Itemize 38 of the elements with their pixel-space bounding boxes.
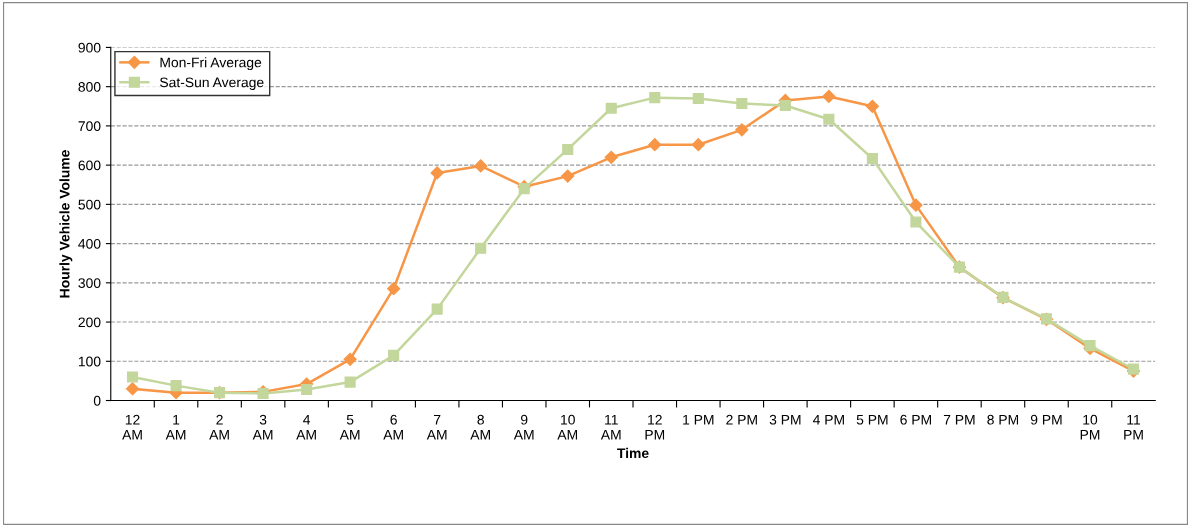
x-tick-label: 12 AM — [122, 414, 142, 440]
x-tick-label: 5 AM — [339, 414, 360, 440]
x-tick-label: 3 AM — [252, 414, 273, 440]
x-tick-label: 9 PM — [1030, 414, 1062, 425]
y-tick-label: 700 — [78, 121, 101, 132]
x-tick-label: 6 PM — [900, 414, 931, 425]
legend-label: Sat-Sun Average — [160, 77, 264, 90]
x-tick-label: 12 PM — [645, 414, 665, 440]
legend-label: Mon-Fri Average — [160, 57, 262, 71]
x-tick-label: 6 AM — [383, 414, 403, 440]
x-tick-label: 11 PM — [1124, 414, 1143, 440]
x-tick-label: 8 AM — [470, 414, 490, 440]
x-tick-label: 5 PM — [856, 414, 888, 425]
x-tick-label: 7 AM — [426, 414, 447, 440]
x-tick-label: 2 PM — [726, 414, 757, 425]
y-tick-label: 500 — [78, 199, 101, 210]
x-tick-label: 8 PM — [987, 414, 1019, 425]
x-tick-label: 11 AM — [600, 414, 621, 440]
x-tick-label: 10 AM — [557, 414, 578, 440]
y-tick-label: 200 — [78, 317, 101, 328]
x-tick-label: 7 PM — [943, 414, 975, 425]
x-axis-title: Time — [617, 447, 649, 459]
x-tick-label: 3 PM — [769, 414, 801, 425]
y-tick-label: 0 — [93, 395, 101, 406]
x-tick-label: 4 AM — [296, 414, 316, 440]
x-tick-label: 1 AM — [165, 414, 186, 440]
x-tick-label: 1 PM — [683, 414, 714, 425]
y-tick-label: 600 — [78, 160, 101, 171]
x-tick-label: 9 AM — [513, 414, 534, 440]
y-tick-label: 900 — [78, 42, 101, 53]
y-tick-label: 300 — [78, 278, 101, 288]
y-tick-label: 100 — [78, 356, 101, 367]
y-axis-title: Hourly Vehicle Volume — [59, 150, 73, 298]
x-tick-label: 10 PM — [1080, 414, 1100, 440]
y-tick-label: 800 — [78, 82, 101, 92]
y-tick-label: 400 — [78, 238, 101, 249]
x-tick-label: 2 AM — [209, 414, 229, 440]
x-tick-label: 4 PM — [812, 414, 844, 425]
